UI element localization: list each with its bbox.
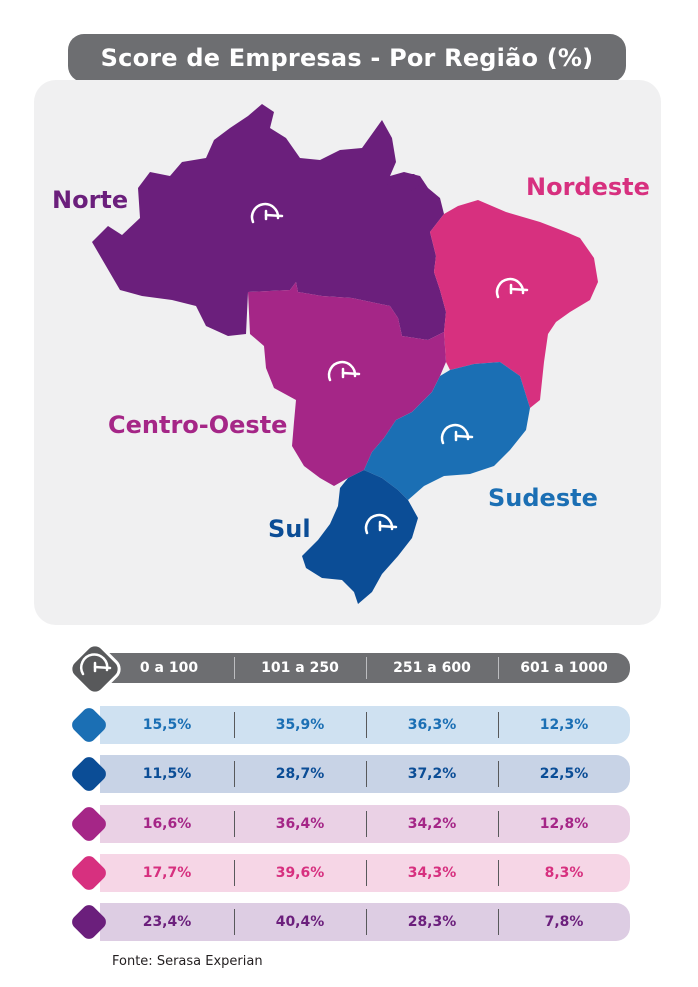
speedometer-icon-sul bbox=[364, 513, 398, 535]
speedometer-icon-norte bbox=[250, 202, 284, 224]
region-label-norte: Norte bbox=[52, 186, 129, 214]
table-row-sudeste: 15,5% 35,9% 36,3% 12,3% bbox=[100, 706, 630, 744]
table-cell: 16,6% bbox=[142, 816, 192, 832]
table-cell: 37,2% bbox=[366, 755, 498, 793]
table-cell: 12,8% bbox=[498, 805, 630, 843]
table-cell: 7,8% bbox=[498, 903, 630, 941]
table-cell: 40,4% bbox=[234, 903, 366, 941]
table-cell: 23,4% bbox=[142, 914, 192, 930]
speedometer-icon-sudeste bbox=[440, 423, 474, 445]
region-label-nordeste: Nordeste bbox=[526, 173, 650, 201]
table-row-nordeste: 17,7% 39,6% 34,3% 8,3% bbox=[100, 854, 630, 892]
column-header: 251 a 600 bbox=[366, 653, 498, 683]
table-row-norte: 23,4% 40,4% 28,3% 7,8% bbox=[100, 903, 630, 941]
region-norte-shape bbox=[92, 104, 446, 340]
source-note: Fonte: Serasa Experian bbox=[112, 954, 263, 969]
region-nordeste-shape bbox=[430, 200, 598, 408]
column-header: 0 a 100 bbox=[139, 660, 199, 676]
speedometer-icon-nordeste bbox=[495, 277, 529, 299]
table-header-row: 0 a 100 101 a 250 251 a 600 601 a 1000 bbox=[104, 653, 630, 683]
table-cell: 12,3% bbox=[498, 706, 630, 744]
region-label-centro-oeste: Centro-Oeste bbox=[108, 411, 288, 439]
region-label-sudeste: Sudeste bbox=[488, 484, 598, 512]
table-cell: 34,3% bbox=[366, 854, 498, 892]
speedometer-icon-centro-oeste bbox=[327, 360, 361, 382]
table-cell: 34,2% bbox=[366, 805, 498, 843]
table-cell: 15,5% bbox=[142, 717, 192, 733]
column-header: 601 a 1000 bbox=[498, 653, 630, 683]
brazil-map bbox=[92, 104, 598, 604]
column-header: 101 a 250 bbox=[234, 653, 366, 683]
table-cell: 28,7% bbox=[234, 755, 366, 793]
region-norte-island bbox=[386, 174, 424, 192]
table-cell: 36,3% bbox=[366, 706, 498, 744]
speedometer-icon bbox=[66, 640, 124, 698]
region-centro-oeste-shape bbox=[248, 282, 446, 486]
chart-title: Score de Empresas - Por Região (%) bbox=[68, 34, 626, 82]
brazil-map-panel bbox=[34, 80, 661, 625]
region-sul-shape bbox=[302, 470, 418, 604]
region-sudeste-shape bbox=[364, 362, 530, 500]
table-cell: 11,5% bbox=[142, 766, 192, 782]
table-row-sul: 11,5% 28,7% 37,2% 22,5% bbox=[100, 755, 630, 793]
table-cell: 17,7% bbox=[142, 865, 192, 881]
table-cell: 36,4% bbox=[234, 805, 366, 843]
table-cell: 39,6% bbox=[234, 854, 366, 892]
region-label-sul: Sul bbox=[268, 515, 311, 543]
table-row-centro-oeste: 16,6% 36,4% 34,2% 12,8% bbox=[100, 805, 630, 843]
table-cell: 28,3% bbox=[366, 903, 498, 941]
table-cell: 8,3% bbox=[498, 854, 630, 892]
table-cell: 22,5% bbox=[498, 755, 630, 793]
table-cell: 35,9% bbox=[234, 706, 366, 744]
